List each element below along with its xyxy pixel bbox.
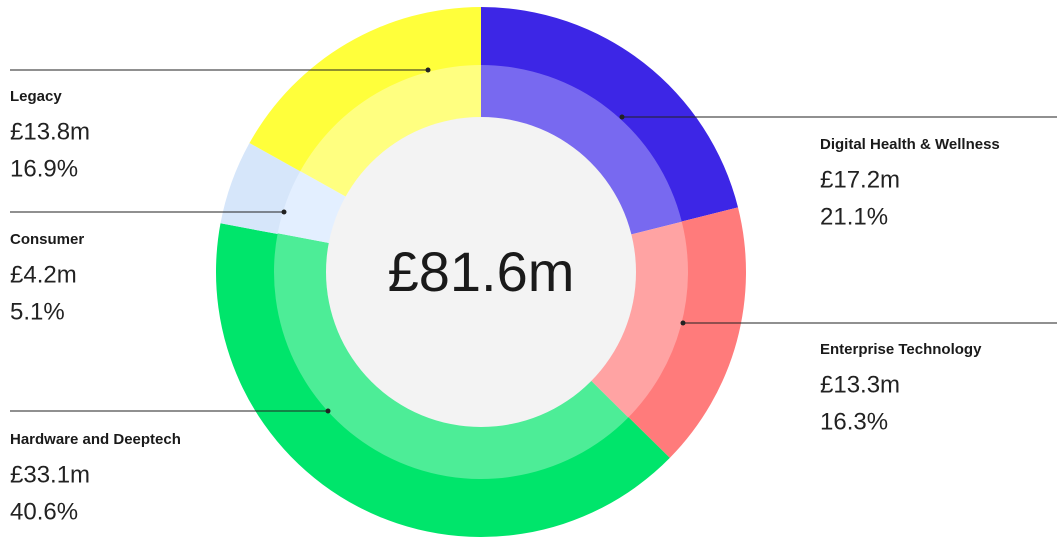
- slice: [220, 143, 302, 235]
- leader-dot: [680, 320, 686, 326]
- amount-label: £4.2m: [10, 261, 77, 288]
- slice: [277, 171, 347, 244]
- center-label: £81.6m: [388, 240, 575, 303]
- amount-label: £13.8m: [10, 118, 90, 145]
- donut-hole: [326, 117, 636, 427]
- slice: [481, 65, 682, 235]
- leader-dot: [425, 67, 431, 73]
- amount-label: £17.2m: [820, 166, 900, 193]
- slice: [216, 223, 670, 537]
- slice: [590, 221, 688, 418]
- slice: [300, 65, 481, 197]
- category-label: Legacy: [10, 88, 62, 105]
- category-label: Hardware and Deeptech: [10, 431, 181, 448]
- slice: [249, 7, 481, 172]
- amount-label: £33.1m: [10, 461, 90, 488]
- slice: [273, 233, 629, 480]
- percent-label: 21.1%: [820, 203, 888, 230]
- percent-label: 16.3%: [820, 408, 888, 435]
- leader-dot: [619, 114, 625, 120]
- percent-label: 40.6%: [10, 498, 78, 525]
- percent-label: 5.1%: [10, 298, 65, 325]
- category-label: Digital Health & Wellness: [820, 136, 1000, 153]
- amount-label: £13.3m: [820, 371, 900, 398]
- category-label: Enterprise Technology: [820, 341, 982, 358]
- slice: [481, 7, 738, 222]
- leader-dot: [281, 209, 287, 215]
- percent-label: 16.9%: [10, 155, 78, 182]
- category-label: Consumer: [10, 231, 84, 248]
- donut: [216, 7, 747, 537]
- leader-dot: [325, 408, 331, 414]
- slice: [627, 207, 747, 458]
